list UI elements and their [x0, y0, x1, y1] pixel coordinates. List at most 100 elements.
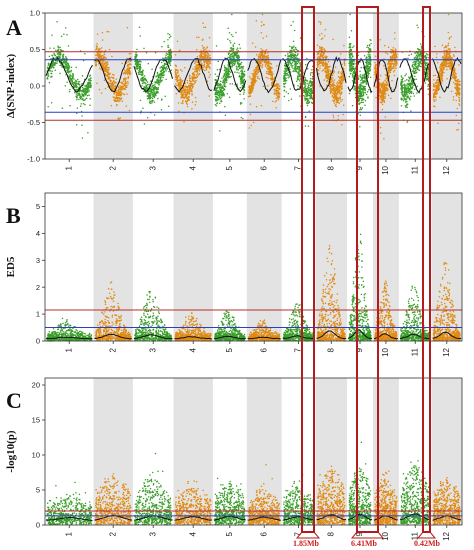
snp-point	[65, 55, 67, 58]
snp-point	[98, 49, 100, 51]
snp-point	[362, 90, 364, 92]
snp-point	[309, 77, 312, 80]
snp-point	[189, 80, 192, 83]
snp-point	[79, 89, 82, 92]
snp-point	[58, 53, 60, 56]
snp-point	[186, 103, 189, 105]
snp-point	[125, 105, 128, 107]
snp-point	[288, 99, 290, 102]
snp-point	[393, 74, 396, 77]
snp-point	[135, 64, 138, 66]
snp-point	[266, 70, 268, 73]
snp-point	[85, 97, 88, 100]
snp-point	[258, 60, 261, 62]
snp-point	[365, 60, 368, 62]
snp-point	[90, 77, 92, 79]
snp-point	[249, 103, 252, 105]
snp-point	[363, 80, 365, 83]
snp-point	[297, 75, 299, 77]
snp-point	[176, 84, 178, 87]
snp-point	[304, 82, 307, 84]
snp-point	[196, 69, 199, 71]
snp-point	[384, 116, 387, 118]
snp-point	[194, 68, 196, 70]
snp-point	[215, 45, 218, 47]
snp-point	[251, 81, 254, 83]
snp-point	[112, 86, 115, 89]
snp-point	[229, 71, 232, 74]
snp-point	[294, 70, 296, 73]
snp-point	[87, 132, 89, 134]
snp-point	[102, 55, 105, 57]
snp-point	[198, 36, 200, 39]
snp-point	[182, 89, 184, 92]
snp-point	[124, 80, 126, 82]
snp-point	[362, 101, 364, 104]
snp-point	[362, 82, 364, 84]
snp-point	[306, 87, 308, 90]
snp-point	[89, 81, 91, 83]
snp-point	[75, 85, 78, 87]
snp-point	[107, 72, 109, 75]
snp-point	[319, 67, 321, 70]
snp-point	[341, 124, 343, 126]
snp-point	[226, 93, 229, 95]
snp-point	[69, 88, 71, 91]
snp-point	[348, 75, 351, 78]
snp-point	[176, 77, 179, 79]
snp-point	[358, 75, 360, 77]
snp-point	[231, 13, 233, 16]
snp-point	[116, 98, 119, 101]
snp-point	[295, 80, 298, 83]
snp-point	[253, 78, 256, 81]
snp-point	[89, 104, 91, 106]
snp-point	[101, 39, 104, 41]
snp-point	[87, 84, 90, 87]
snp-point	[180, 102, 183, 104]
snp-point	[72, 82, 75, 84]
snp-point	[136, 53, 138, 56]
snp-point	[381, 108, 384, 111]
snp-point	[242, 117, 244, 120]
snp-point	[307, 125, 310, 127]
snp-point	[86, 94, 89, 97]
snp-point	[130, 56, 132, 59]
snp-point	[253, 83, 255, 86]
snp-point	[126, 93, 128, 95]
snp-point	[242, 81, 244, 84]
snp-point	[106, 66, 108, 69]
snp-point	[175, 74, 178, 76]
snp-point	[155, 75, 158, 77]
snp-point	[248, 91, 250, 93]
snp-point	[145, 91, 147, 94]
snp-point	[76, 95, 79, 97]
snp-point	[139, 66, 142, 68]
snp-point	[239, 86, 242, 89]
snp-point	[393, 69, 396, 72]
snp-point	[227, 64, 229, 66]
snp-point	[75, 86, 77, 89]
snp-point	[366, 46, 368, 49]
snp-point	[348, 46, 351, 48]
snp-point	[339, 96, 341, 98]
snp-point	[67, 45, 70, 47]
snp-point	[277, 98, 280, 101]
snp-point	[288, 75, 291, 78]
snp-point	[191, 79, 194, 81]
snp-point	[287, 74, 290, 76]
snp-point	[151, 102, 153, 104]
snp-point	[64, 61, 66, 64]
snp-point	[358, 87, 360, 89]
snp-point	[284, 72, 286, 74]
snp-point	[351, 104, 354, 107]
snp-point	[123, 88, 126, 90]
snp-point	[188, 99, 191, 101]
snp-point	[284, 80, 286, 82]
snp-point	[109, 84, 111, 87]
snp-point	[109, 82, 112, 84]
snp-point	[283, 82, 286, 85]
snp-point	[116, 91, 119, 94]
snp-point	[340, 91, 343, 94]
snp-point	[341, 75, 344, 78]
